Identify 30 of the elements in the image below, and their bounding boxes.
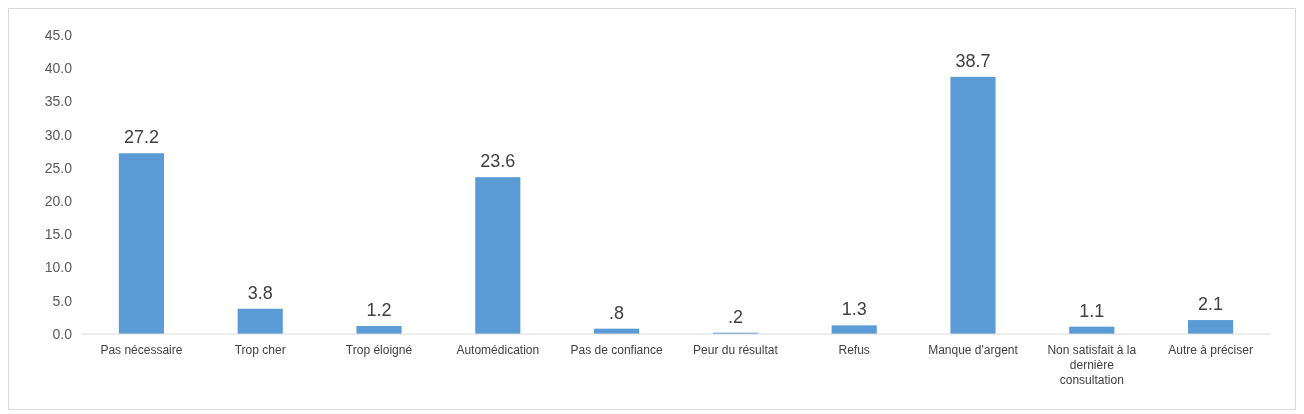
y-tick-label: 45.0: [44, 26, 73, 43]
data-label: .8: [609, 302, 625, 323]
data-label: 38.7: [955, 50, 991, 71]
y-tick-label: 0.0: [52, 325, 73, 342]
x-tick-label: Trop cher: [234, 343, 286, 357]
data-label: 2.1: [1198, 294, 1224, 315]
data-label: 1.2: [366, 300, 392, 321]
x-tick-label: Trop éloigné: [345, 343, 413, 357]
x-tick-label: Autre à préciser: [1168, 343, 1253, 357]
data-label: 23.6: [480, 151, 516, 172]
x-tick-label: Refus: [838, 343, 870, 357]
data-label: 27.2: [123, 127, 159, 148]
data-label: 3.8: [247, 282, 273, 303]
y-tick-label: 35.0: [44, 93, 73, 110]
data-label: 1.1: [1079, 300, 1105, 321]
x-tick-label: Peur du résultat: [693, 343, 779, 357]
y-tick-label: 20.0: [44, 193, 73, 210]
x-tick-label: Non satisfait à la dernière consultation: [1047, 343, 1137, 387]
data-label: 1.3: [841, 299, 867, 320]
x-tick-label: Automédication: [456, 343, 540, 357]
x-tick-label: Pas nécessaire: [100, 343, 183, 357]
x-tick-label: Manque d'argent: [928, 343, 1019, 357]
y-tick-label: 40.0: [44, 60, 73, 77]
x-tick-label: Pas de confiance: [570, 343, 663, 357]
y-tick-label: 5.0: [52, 292, 73, 309]
y-tick-label: 10.0: [44, 259, 73, 276]
y-tick-label: 15.0: [44, 226, 73, 243]
data-label: .2: [727, 306, 743, 327]
y-tick-label: 30.0: [44, 126, 73, 143]
y-tick-label: 25.0: [44, 159, 73, 176]
